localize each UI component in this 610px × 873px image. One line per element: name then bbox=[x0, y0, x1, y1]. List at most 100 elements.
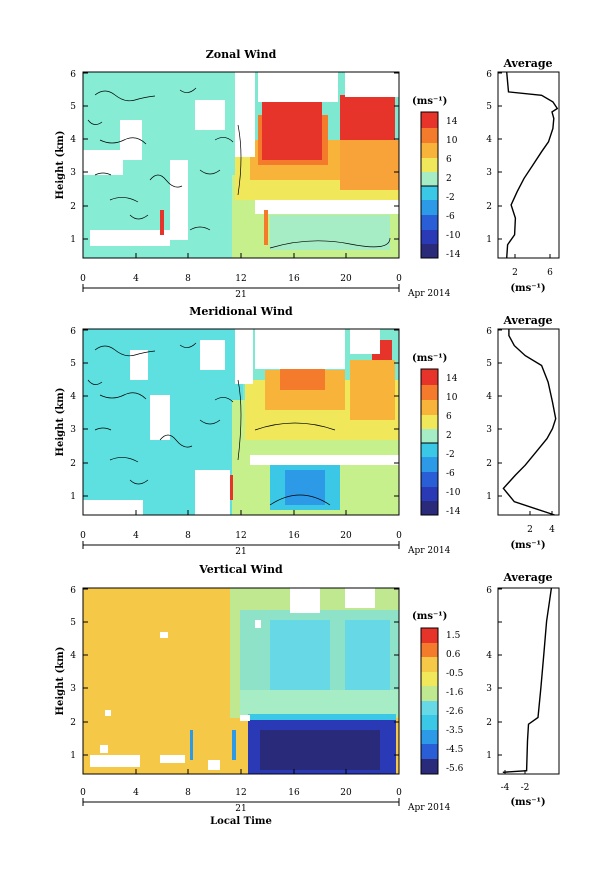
meridional-cbar-tick: 6 bbox=[446, 412, 452, 422]
meridional-ytick-label: 6 bbox=[70, 327, 76, 337]
zonal-wind-panel: Zonal Wind bbox=[55, 48, 560, 300]
zonal-date-label: 21 bbox=[235, 290, 246, 300]
zonal-date-axis bbox=[82, 284, 400, 292]
zonal-cbar-tick: -2 bbox=[446, 193, 455, 203]
zonal-avg-ytick: 3 bbox=[486, 168, 492, 178]
zonal-wind-xticks bbox=[82, 253, 400, 258]
zonal-colorbar-unit: (ms⁻¹) bbox=[412, 96, 447, 107]
zonal-cbar-tick: -14 bbox=[446, 250, 461, 260]
zonal-ytick-label: 6 bbox=[70, 70, 76, 80]
meridional-date-label: 21 bbox=[235, 547, 246, 557]
zonal-wind-heatmap bbox=[83, 72, 399, 258]
meridional-avg-ytick: 5 bbox=[486, 359, 492, 369]
vertical-xtick-label: 8 bbox=[185, 788, 191, 798]
zonal-date-suffix: Apr 2014 bbox=[407, 289, 451, 299]
meridional-ytick-label: 3 bbox=[70, 425, 76, 435]
meridional-cbar-tick: 2 bbox=[446, 431, 452, 441]
vertical-ytick-label: 4 bbox=[70, 651, 76, 661]
zonal-ytick-label: 4 bbox=[70, 135, 76, 145]
meridional-xtick-label: 4 bbox=[133, 531, 139, 541]
meridional-wind-title: Meridional Wind bbox=[189, 305, 293, 318]
vertical-cbar-tick: -3.5 bbox=[446, 726, 464, 736]
vertical-wind-heatmap bbox=[83, 588, 399, 774]
meridional-ytick-label: 5 bbox=[70, 359, 76, 369]
vertical-xtick-label: 4 bbox=[133, 788, 139, 798]
zonal-cbar-tick: 10 bbox=[446, 136, 458, 146]
vertical-cbar-tick: -2.6 bbox=[446, 707, 464, 717]
vertical-average-title: Average bbox=[502, 571, 552, 584]
meridional-avg-ytick: 2 bbox=[486, 459, 492, 469]
meridional-xtick-label: 16 bbox=[288, 531, 300, 541]
vertical-average-profile-line bbox=[502, 587, 553, 773]
meridional-xtick-label: 8 bbox=[185, 531, 191, 541]
vertical-date-suffix: Apr 2014 bbox=[407, 803, 451, 813]
vertical-colorbar bbox=[420, 627, 439, 775]
meridional-wind-yticks bbox=[83, 329, 399, 497]
vertical-cbar-tick: 0.6 bbox=[446, 650, 461, 660]
meridional-ytick-label: 1 bbox=[70, 492, 76, 502]
zonal-avg-xtick: 6 bbox=[547, 268, 553, 278]
meridional-average-frame bbox=[497, 328, 560, 516]
vertical-average-panel: Average 1 2 4 6 3 -4 -2 (ms⁻¹) bbox=[486, 571, 560, 808]
zonal-average-panel: Average 1 2 3 4 5 6 2 6 (ms⁻¹) bbox=[486, 57, 560, 294]
vertical-wind-title: Vertical Wind bbox=[198, 563, 283, 576]
meridional-avg-ytick: 3 bbox=[486, 425, 492, 435]
vertical-cbar-tick: 1.5 bbox=[446, 631, 461, 641]
zonal-ytick-label: 5 bbox=[70, 102, 76, 112]
vertical-avg-xtick: -2 bbox=[521, 783, 530, 793]
meridional-wind-panel: Meridional Wind bbox=[55, 305, 560, 557]
meridional-average-title: Average bbox=[502, 314, 552, 327]
zonal-xtick-label: 20 bbox=[340, 274, 352, 284]
vertical-xtick-label: 0 bbox=[396, 788, 402, 798]
meridional-avg-ytick: 4 bbox=[486, 392, 492, 402]
meridional-colorbar-unit: (ms⁻¹) bbox=[412, 353, 447, 364]
meridional-xtick-label: 0 bbox=[396, 531, 402, 541]
vertical-ylabel: Height (km) bbox=[55, 647, 66, 716]
vertical-ytick-label: 1 bbox=[70, 751, 76, 761]
meridional-cbar-tick: -14 bbox=[446, 507, 461, 517]
vertical-cbar-tick: -5.6 bbox=[446, 764, 464, 774]
meridional-xtick-label: 12 bbox=[235, 531, 246, 541]
meridional-cbar-tick: 14 bbox=[446, 374, 458, 384]
zonal-avg-ytick: 2 bbox=[486, 202, 492, 212]
zonal-xtick-label: 16 bbox=[288, 274, 300, 284]
vertical-xtick-label: 0 bbox=[80, 788, 86, 798]
meridional-xtick-label: 0 bbox=[80, 531, 86, 541]
zonal-avg-ytick: 1 bbox=[486, 235, 492, 245]
zonal-average-frame bbox=[497, 71, 560, 259]
vertical-colorbar-unit: (ms⁻¹) bbox=[412, 611, 447, 622]
vertical-avg-xlabel: (ms⁻¹) bbox=[510, 797, 545, 808]
vertical-cbar-tick: -1.6 bbox=[446, 688, 464, 698]
meridional-ytick-label: 4 bbox=[70, 392, 76, 402]
zonal-average-profile-line bbox=[506, 71, 559, 259]
zonal-xtick-label: 4 bbox=[133, 274, 139, 284]
zonal-wind-yticks bbox=[83, 72, 399, 240]
zonal-cbar-tick: -6 bbox=[446, 212, 455, 222]
vertical-xtick-label: 20 bbox=[340, 788, 352, 798]
vertical-xtick-label: 16 bbox=[288, 788, 300, 798]
vertical-ytick-label: 2 bbox=[70, 718, 76, 728]
meridional-xtick-label: 20 bbox=[340, 531, 352, 541]
meridional-avg-ytick: 6 bbox=[486, 327, 492, 337]
meridional-ylabel: Height (km) bbox=[55, 388, 66, 457]
vertical-average-frame bbox=[497, 587, 560, 775]
vertical-avg-ytick: 6 bbox=[486, 586, 492, 596]
zonal-avg-xlabel: (ms⁻¹) bbox=[510, 283, 545, 294]
vertical-wind-panel: Vertical Wind bbox=[55, 563, 560, 827]
vertical-date-label: 21 bbox=[235, 804, 246, 814]
meridional-avg-xtick: 4 bbox=[549, 525, 555, 535]
vertical-xlabel: Local Time bbox=[210, 816, 272, 827]
meridional-wind-heatmap bbox=[83, 329, 399, 515]
meridional-cbar-tick: -2 bbox=[446, 450, 455, 460]
zonal-colorbar bbox=[420, 111, 439, 259]
vertical-avg-ytick: 3 bbox=[486, 684, 492, 694]
zonal-cbar-tick: -10 bbox=[446, 231, 461, 241]
vertical-avg-ytick: 2 bbox=[486, 718, 492, 728]
zonal-avg-ytick: 6 bbox=[486, 70, 492, 80]
meridional-cbar-tick: -6 bbox=[446, 469, 455, 479]
meridional-avg-xtick: 2 bbox=[527, 525, 533, 535]
vertical-cbar-tick: -4.5 bbox=[446, 745, 464, 755]
vertical-wind-yticks bbox=[83, 588, 399, 756]
zonal-xtick-label: 8 bbox=[185, 274, 191, 284]
zonal-xtick-label: 0 bbox=[396, 274, 402, 284]
